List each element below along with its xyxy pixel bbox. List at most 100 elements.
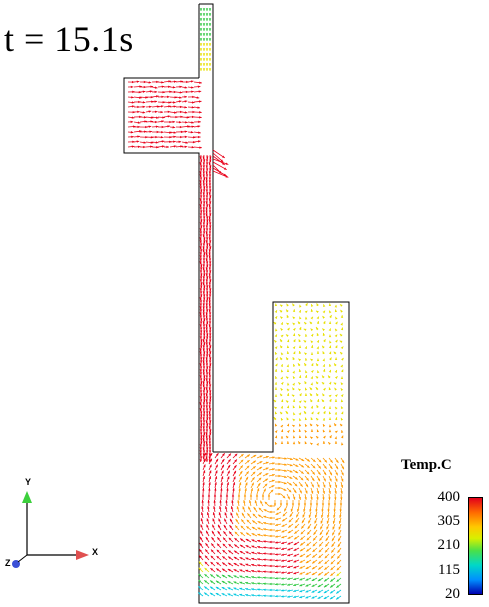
velocity-arrowhead xyxy=(149,105,152,108)
velocity-arrowhead xyxy=(199,333,203,336)
velocity-arrowhead xyxy=(240,465,243,469)
velocity-arrowhead xyxy=(340,417,344,421)
velocity-arrowhead xyxy=(275,595,278,598)
velocity-arrowhead xyxy=(316,316,319,320)
velocity-arrowhead xyxy=(202,339,205,342)
velocity-arrowhead xyxy=(304,497,307,500)
velocity-arrowhead xyxy=(273,399,277,403)
velocity-arrowhead xyxy=(215,580,219,584)
velocity-arrowhead xyxy=(202,390,206,393)
velocity-arrowhead xyxy=(198,100,202,103)
velocity-arrowhead xyxy=(173,140,176,143)
velocity-arrowhead xyxy=(281,583,284,586)
velocity-arrowhead xyxy=(173,90,177,94)
velocity-arrowhead xyxy=(202,381,205,384)
velocity-arrowhead xyxy=(173,131,177,134)
velocity-arrowhead xyxy=(205,336,209,339)
velocity-arrowhead xyxy=(208,294,212,297)
velocity-arrowhead xyxy=(300,537,304,540)
velocity-arrowhead xyxy=(208,411,211,414)
velocity-arrowhead xyxy=(208,381,211,384)
velocity-arrowhead xyxy=(335,478,338,482)
mold-outline xyxy=(123,3,350,604)
velocity-arrowhead xyxy=(199,536,203,540)
velocity-arrowhead xyxy=(317,590,321,593)
velocity-arrowhead xyxy=(199,387,203,390)
velocity-arrowhead xyxy=(144,120,147,123)
velocity-arrowhead xyxy=(289,482,292,486)
velocity-arrowhead xyxy=(202,348,206,351)
velocity-arrowhead xyxy=(328,321,332,325)
velocity-arrowhead xyxy=(318,472,321,475)
velocity-arrowhead xyxy=(275,589,278,592)
velocity-arrowhead xyxy=(305,566,309,569)
velocity-arrowhead xyxy=(202,294,206,297)
velocity-arrowhead xyxy=(206,524,209,528)
velocity-arrowhead xyxy=(257,558,260,561)
velocity-arrowhead xyxy=(179,125,183,129)
velocity-arrowhead xyxy=(208,276,212,279)
velocity-arrowhead xyxy=(199,231,203,234)
velocity-arrowhead xyxy=(280,345,283,349)
velocity-arrowhead xyxy=(199,162,202,165)
velocity-arrowhead xyxy=(298,429,302,432)
velocity-arrowhead xyxy=(316,393,319,397)
velocity-arrowhead xyxy=(292,405,296,409)
velocity-arrowhead xyxy=(202,180,205,183)
velocity-arrowhead xyxy=(229,525,232,528)
velocity-arrowhead xyxy=(199,456,203,459)
velocity-arrowhead xyxy=(138,96,142,99)
velocity-arrowhead xyxy=(337,550,340,553)
velocity-arrowhead xyxy=(199,258,203,261)
velocity-arrowhead xyxy=(298,497,302,500)
velocity-arrowhead xyxy=(324,466,327,469)
velocity-arrowhead xyxy=(199,384,203,387)
velocity-arrowhead xyxy=(292,424,296,428)
velocity-arrowhead xyxy=(209,246,212,249)
velocity-arrowhead xyxy=(197,106,201,109)
velocity-arrowhead xyxy=(205,183,208,186)
velocity-arrowhead xyxy=(199,315,203,318)
velocity-arrowhead xyxy=(221,587,225,590)
velocity-arrowhead xyxy=(281,571,284,574)
velocity-arrowhead xyxy=(185,141,189,144)
velocity-arrowhead xyxy=(221,459,225,462)
velocity-arrowhead xyxy=(225,175,229,178)
velocity-arrowhead xyxy=(307,531,310,535)
velocity-arrowhead xyxy=(204,580,207,583)
velocity-arrowhead xyxy=(286,417,289,421)
velocity-arrowhead xyxy=(341,442,344,446)
velocity-arrowhead xyxy=(320,520,323,524)
velocity-arrowhead xyxy=(303,340,307,343)
velocity-arrowhead xyxy=(269,528,272,532)
velocity-arrowhead xyxy=(205,426,209,429)
velocity-arrowhead xyxy=(257,570,260,573)
velocity-arrowhead xyxy=(199,201,203,204)
velocity-arrowhead xyxy=(323,411,326,414)
velocity-arrowhead xyxy=(305,584,309,587)
velocity-arrowhead xyxy=(160,110,164,114)
velocity-arrowhead xyxy=(292,496,296,500)
velocity-arrowhead xyxy=(275,541,278,544)
velocity-arrowhead xyxy=(208,240,212,243)
velocity-arrowhead xyxy=(205,351,209,354)
velocity-arrowhead xyxy=(199,48,203,51)
velocity-arrowhead xyxy=(202,216,206,219)
velocity-arrowhead xyxy=(257,594,260,597)
velocity-arrowhead xyxy=(224,506,228,509)
velocity-arrowhead xyxy=(205,456,208,459)
velocity-arrowhead xyxy=(316,333,319,336)
velocity-arrowhead xyxy=(162,90,166,94)
velocity-arrowhead xyxy=(199,357,203,360)
velocity-arrowhead xyxy=(323,321,326,324)
velocity-arrowhead xyxy=(202,246,205,249)
velocity-arrowhead xyxy=(263,594,266,597)
velocity-arrowhead xyxy=(214,476,218,479)
velocity-arrowhead xyxy=(230,506,234,509)
velocity-arrowhead xyxy=(308,520,311,524)
velocity-arrowhead xyxy=(269,570,272,574)
velocity-arrowhead xyxy=(220,159,224,162)
velocity-arrowhead xyxy=(334,417,338,421)
velocity-arrowhead xyxy=(341,478,344,482)
velocity-arrowhead xyxy=(265,473,269,476)
